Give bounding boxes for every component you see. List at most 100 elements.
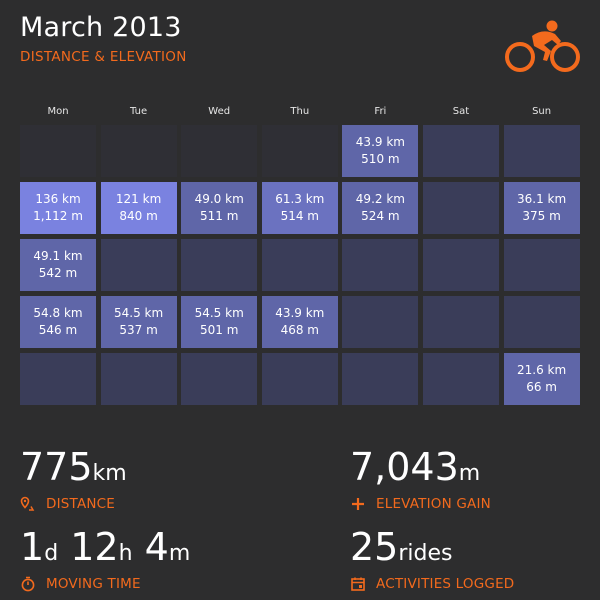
cell-elevation: 546 m <box>38 323 78 337</box>
activities-label: ACTIVITIES LOGGED <box>376 576 515 592</box>
calendar-cell-no-ride <box>20 353 96 405</box>
calendar-cell-outside-month <box>100 125 177 177</box>
cell-elevation: 510 m <box>361 152 400 166</box>
calendar-cell-no-ride <box>503 239 580 291</box>
calendar-cell-no-ride <box>181 353 258 405</box>
weekday-header-wed: Wed <box>208 106 231 117</box>
calendar-icon <box>351 577 365 591</box>
cell-distance: 121 km <box>115 192 162 206</box>
calendar-cell-no-ride <box>423 353 499 405</box>
activities-label-row: ACTIVITIES LOGGED <box>350 576 514 592</box>
activities-unit: rides <box>398 541 453 566</box>
cell-distance: 36.1 km <box>517 192 567 206</box>
weekday-header-row: Mon Tue Wed Thu Fri Sat Sun <box>20 106 580 120</box>
cell-distance: 49.0 km <box>194 192 244 206</box>
moving-time-days-value: 1 <box>20 525 45 569</box>
cyclist-logo-icon <box>505 20 580 72</box>
elevation-stat: 7,043m ELEVATION GAIN <box>350 447 491 512</box>
elevation-unit: m <box>458 461 481 486</box>
distance-label-row: DISTANCE <box>20 496 127 512</box>
distance-value: 775 <box>20 445 93 489</box>
calendar-cell-ride: 21.6 km 66 m <box>503 353 580 405</box>
calendar-grid: 43.9 km 510 m 136 km 1,112 m 121 km 840 m 49.0… <box>20 125 580 405</box>
plus-icon <box>352 498 364 510</box>
cell-elevation: 501 m <box>199 323 239 337</box>
distance-unit: km <box>92 461 127 486</box>
route-pin-icon <box>20 496 35 511</box>
cell-elevation: 375 m <box>522 209 561 223</box>
moving-time-hours-unit: h <box>118 541 133 566</box>
calendar-cell-ride: 54.5 km 537 m <box>100 296 177 348</box>
cell-distance: 49.1 km <box>33 249 83 263</box>
calendar-cell-no-ride <box>503 125 580 177</box>
distance-value-line: 775km <box>20 447 127 494</box>
elevation-value-line: 7,043m <box>350 447 491 494</box>
moving-time-label-row: MOVING TIME <box>20 576 190 592</box>
calendar-cell-outside-month <box>20 125 96 177</box>
cell-distance: 54.5 km <box>194 306 244 320</box>
cell-elevation: 66 m <box>526 380 557 394</box>
weekday-header-thu: Thu <box>290 106 310 117</box>
weekday-header-mon: Mon <box>47 106 69 117</box>
calendar-cell-no-ride <box>342 239 419 291</box>
calendar-cell-ride: 121 km 840 m <box>100 182 177 234</box>
weekday-header-sat: Sat <box>452 106 470 117</box>
cell-elevation: 542 m <box>38 266 78 280</box>
calendar-cell-no-ride <box>100 353 177 405</box>
moving-time-label: MOVING TIME <box>46 576 141 592</box>
calendar-cell-no-ride <box>342 296 419 348</box>
calendar-cell-no-ride <box>261 353 338 405</box>
calendar-cell-ride: 36.1 km 375 m <box>503 182 580 234</box>
calendar-cell-ride: 43.9 km 468 m <box>261 296 338 348</box>
moving-time-days-unit: d <box>44 541 59 566</box>
cell-distance: 54.5 km <box>114 306 164 320</box>
moving-time-value-line: 1d 12h 4m <box>20 527 190 574</box>
weekday-header-sun: Sun <box>532 106 552 117</box>
elevation-label-row: ELEVATION GAIN <box>350 496 491 512</box>
weekday-header-tue: Tue <box>130 106 148 117</box>
calendar-cell-ride: 54.8 km 546 m <box>20 296 96 348</box>
cell-elevation: 524 m <box>361 209 400 223</box>
calendar-cell-ride: 49.0 km 511 m <box>181 182 258 234</box>
calendar-cell-ride: 54.5 km 501 m <box>181 296 258 348</box>
calendar-cell-no-ride <box>100 239 177 291</box>
activities-value: 25 <box>350 525 399 569</box>
calendar-cell-no-ride <box>261 239 338 291</box>
stopwatch-icon <box>21 576 35 592</box>
activities-value-line: 25rides <box>350 527 514 574</box>
cell-distance: 136 km <box>35 192 81 206</box>
moving-time-minutes-unit: m <box>168 541 191 566</box>
calendar-cell-outside-month <box>261 125 338 177</box>
weekday-header-fri: Fri <box>374 106 387 117</box>
cell-distance: 43.9 km <box>275 306 325 320</box>
page-title: March 2013 <box>20 12 182 43</box>
moving-time-minutes-value: 4 <box>144 525 169 569</box>
cell-elevation: 514 m <box>280 209 319 223</box>
calendar-cell-no-ride <box>342 353 419 405</box>
elevation-value: 7,043 <box>350 445 459 489</box>
calendar-cell-no-ride <box>423 239 499 291</box>
elevation-label: ELEVATION GAIN <box>376 496 491 512</box>
calendar-cell-no-ride <box>423 182 499 234</box>
cell-elevation: 537 m <box>119 323 158 337</box>
calendar-cell-outside-month <box>181 125 258 177</box>
calendar-cell-ride: 49.2 km 524 m <box>342 182 419 234</box>
cell-elevation: 840 m <box>119 209 158 223</box>
distance-stat: 775km DISTANCE <box>20 447 127 512</box>
cell-distance: 21.6 km <box>517 363 567 377</box>
calendar-cell-no-ride <box>423 125 499 177</box>
calendar-cell-ride: 49.1 km 542 m <box>20 239 96 291</box>
calendar-cell-no-ride <box>423 296 499 348</box>
cell-elevation: 468 m <box>280 323 319 337</box>
cell-distance: 61.3 km <box>275 192 325 206</box>
cell-elevation: 1,112 m <box>33 209 83 223</box>
cell-distance: 49.2 km <box>355 192 405 206</box>
calendar-cell-ride: 136 km 1,112 m <box>20 182 96 234</box>
calendar-cell-no-ride <box>181 239 258 291</box>
calendar-cell-ride: 61.3 km 514 m <box>261 182 338 234</box>
cell-distance: 43.9 km <box>355 135 405 149</box>
distance-label: DISTANCE <box>46 496 116 512</box>
calendar-cell-no-ride <box>503 296 580 348</box>
cell-distance: 54.8 km <box>33 306 83 320</box>
moving-time-stat: 1d 12h 4m MOVING TIME <box>20 527 190 592</box>
